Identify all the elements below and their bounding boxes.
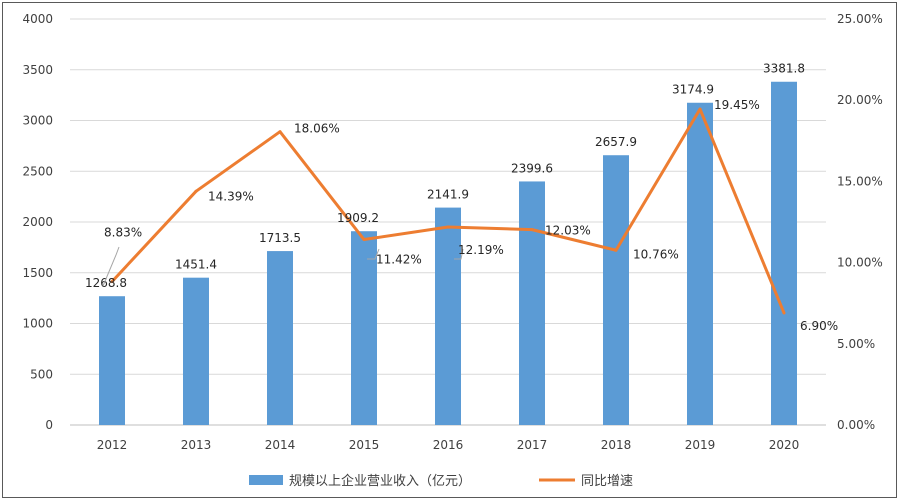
category-label: 2012 (97, 438, 128, 452)
left-tick-label: 500 (30, 367, 53, 381)
leader-line (102, 246, 120, 287)
bar-value-label: 2399.6 (511, 161, 553, 175)
line-series (110, 107, 786, 315)
line-value-label: 14.39% (208, 189, 254, 203)
line-point-2020 (782, 311, 786, 315)
line-point-2012 (110, 280, 114, 284)
category-label: 2020 (769, 438, 800, 452)
left-tick-label: 2500 (22, 164, 53, 178)
bar-2012 (99, 296, 125, 425)
category-label: 2016 (433, 438, 464, 452)
line-value-label: 12.19% (458, 243, 504, 257)
right-axis: 0.00% 5.00% 10.00% 15.00% 20.00% 25.00% (837, 12, 883, 432)
bar-2018 (603, 155, 629, 425)
line-value-label: 8.83% (104, 226, 142, 240)
legend-label-line: 同比增速 (581, 474, 633, 489)
line-value-label: 11.42% (376, 253, 422, 267)
bar-series (99, 81, 797, 425)
line-value-label: 19.45% (714, 98, 760, 112)
bar-2017 (519, 181, 545, 425)
right-tick-label: 20.00% (837, 93, 883, 107)
category-label: 2014 (265, 438, 296, 452)
category-label: 2018 (601, 438, 632, 452)
bar-data-labels: 1268.8 1451.4 1713.5 1909.2 2141.9 2399.6 2657… (85, 62, 805, 290)
left-tick-label: 0 (45, 418, 53, 432)
line-point-2013 (194, 189, 198, 193)
line-point-2017 (530, 228, 534, 232)
bar-2019 (687, 102, 713, 425)
right-tick-label: 15.00% (837, 174, 883, 188)
line-value-label: 18.06% (294, 122, 340, 136)
leader-line (454, 248, 464, 260)
chart-svg: 0 500 1000 1500 2000 2500 3000 3500 4000 0.00% 5.… (22, 12, 883, 489)
line-point-2015 (362, 238, 366, 242)
bar-value-label: 3381.8 (763, 62, 805, 76)
right-tick-label: 5.00% (837, 337, 875, 351)
category-axis: 2012 2013 2014 2015 2016 2017 2018 2019 2020 (97, 438, 800, 452)
line-data-labels: 8.83% 14.39% 18.06% 11.42% 12.19% 12.03% 10.76… (102, 98, 838, 333)
line-point-2016 (446, 225, 450, 229)
left-tick-label: 3000 (22, 114, 53, 128)
left-tick-label: 3500 (22, 63, 53, 77)
bar-value-label: 2657.9 (595, 135, 637, 149)
bar-2016 (435, 207, 461, 425)
category-label: 2015 (349, 438, 380, 452)
category-label: 2019 (685, 438, 716, 452)
left-tick-label: 4000 (22, 12, 53, 26)
bar-2020 (771, 81, 797, 425)
bar-2014 (267, 251, 293, 425)
left-tick-label: 2000 (22, 215, 53, 229)
leader-line (367, 248, 380, 260)
bar-value-label: 1713.5 (259, 231, 301, 245)
category-label: 2013 (181, 438, 212, 452)
line-value-label: 10.76% (633, 247, 679, 261)
left-tick-label: 1500 (22, 266, 53, 280)
line-point-2014 (278, 130, 282, 134)
category-label: 2017 (517, 438, 548, 452)
right-tick-label: 0.00% (837, 418, 875, 432)
line-point-2018 (614, 248, 618, 252)
bar-2013 (183, 277, 209, 425)
left-axis: 0 500 1000 1500 2000 2500 3000 3500 4000 (22, 12, 53, 432)
bar-value-label: 1451.4 (175, 258, 217, 272)
bar-value-label: 3174.9 (672, 83, 714, 97)
legend-label-bar: 规模以上企业营业收入（亿元） (289, 473, 471, 489)
bar-2015 (351, 231, 377, 425)
right-tick-label: 25.00% (837, 12, 883, 26)
line-point-2019 (698, 107, 702, 111)
right-tick-label: 10.00% (837, 256, 883, 270)
line-value-label: 6.90% (800, 319, 838, 333)
legend-swatch-bar (249, 475, 283, 485)
bar-value-label: 1268.8 (85, 276, 127, 290)
line-value-label: 12.03% (545, 224, 591, 238)
legend: 规模以上企业营业收入（亿元） 同比增速 (249, 473, 633, 489)
bar-value-label: 2141.9 (427, 188, 469, 202)
left-tick-label: 1000 (22, 317, 53, 331)
bar-value-label: 1909.2 (337, 211, 379, 225)
